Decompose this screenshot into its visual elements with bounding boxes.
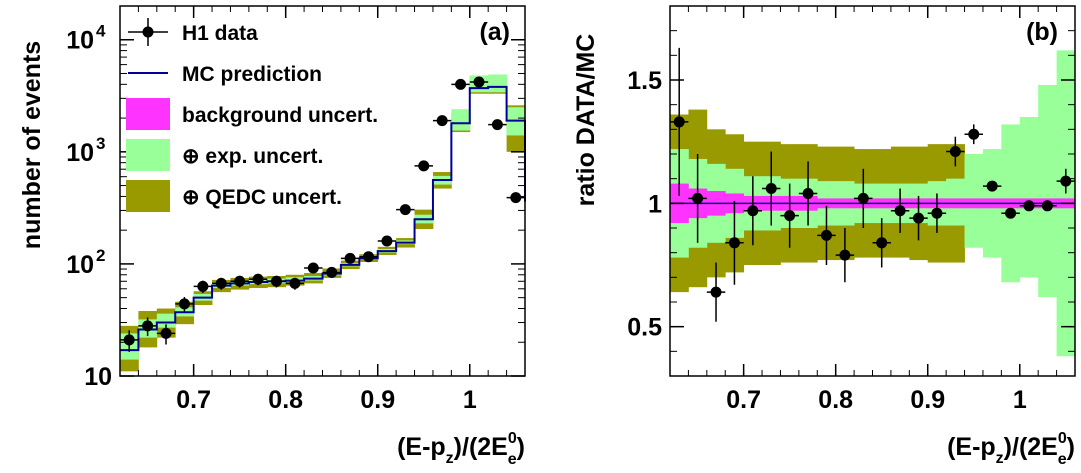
data-point: [1005, 207, 1017, 219]
data-point: [931, 207, 943, 219]
data-point: [1060, 175, 1072, 187]
data-point: [142, 320, 154, 332]
data-point: [326, 266, 338, 278]
x-tick-label: 0.9: [360, 386, 395, 414]
y-tick-label: 1.5: [627, 67, 662, 95]
data-point: [160, 327, 172, 339]
y-tick-label: 1: [648, 190, 662, 218]
data-point: [270, 275, 282, 287]
x-tick-label: 0.8: [818, 386, 853, 414]
data-point: [876, 237, 888, 249]
x-tick-label: 1: [463, 386, 477, 414]
data-point: [839, 249, 851, 261]
data-point: [234, 275, 246, 287]
data-point: [289, 277, 301, 289]
data-point: [1023, 200, 1035, 212]
y-tick-exponent: 2: [96, 246, 105, 265]
legend-label: ⊕ exp. uncert.: [182, 145, 323, 168]
data-point: [399, 204, 411, 216]
legend-entry: background uncert.: [126, 98, 378, 130]
legend-entry: H1 data: [128, 18, 258, 46]
uncertainty-bands: [670, 50, 1076, 357]
legend-box-swatch: [126, 180, 170, 212]
legend-label: MC prediction: [182, 63, 322, 86]
data-point: [913, 212, 925, 224]
x-tick-label: 0.7: [176, 386, 211, 414]
data-point: [455, 78, 467, 90]
data-point: [307, 262, 319, 274]
x-tick-label: 0.7: [726, 386, 761, 414]
data-point: [802, 187, 814, 199]
x-tick-label: 0.9: [910, 386, 945, 414]
y-tick-label: 10: [84, 363, 112, 391]
panel-b: 0.7 0.8 0.9 1 0.5 1 1.5 (b) ratio DATA/MC (E-p…: [572, 5, 1076, 468]
legend-label: H1 data: [182, 22, 258, 45]
data-point: [765, 183, 777, 195]
data-point: [215, 277, 227, 289]
x-axis-title: (E-pz)/(2E0 e): [397, 430, 525, 468]
y-tick-exponent: 3: [96, 134, 105, 153]
data-points: [120, 76, 525, 352]
y-axis-title: ratio DATA/MC: [572, 34, 600, 207]
legend-box-swatch: [126, 98, 170, 130]
data-point: [418, 160, 430, 172]
data-point: [123, 334, 135, 346]
data-point: [986, 180, 998, 192]
data-point: [344, 252, 356, 264]
data-point: [363, 251, 375, 263]
exp-band-bin: [1019, 117, 1039, 278]
y-tick-label: 10: [66, 251, 94, 279]
legend-entry: ⊕ exp. uncert.: [126, 139, 323, 171]
exp-band-bin: [488, 74, 507, 93]
panel-label: (a): [479, 18, 510, 46]
y-tick-label: 0.5: [627, 314, 662, 342]
legend-label: background uncert.: [182, 104, 378, 127]
data-point: [820, 229, 832, 241]
data-point: [692, 192, 704, 204]
exp-band-bin: [451, 109, 471, 131]
data-point: [784, 210, 796, 222]
data-point: [178, 298, 190, 310]
legend-entry: ⊕ QEDC uncert.: [126, 180, 342, 212]
data-point: [197, 280, 209, 292]
exp-band-bin: [1038, 84, 1057, 298]
exp-band-bin: [156, 313, 176, 328]
panel-label: (b): [1026, 18, 1058, 46]
legend: H1 data MC prediction background uncert. ⊕ …: [126, 18, 378, 212]
x-axis-title: (E-pz)/(2E0 e): [947, 430, 1075, 468]
legend-box-swatch: [126, 139, 170, 171]
data-point: [252, 273, 264, 285]
y-tick-exponent: 4: [96, 22, 106, 41]
axes: 0.7 0.8 0.9 1 0.5 1 1.5: [627, 5, 1076, 414]
data-point: [747, 205, 759, 217]
data-point: [894, 205, 906, 217]
x-tick-label: 1: [1013, 386, 1027, 414]
data-points: [670, 47, 1075, 322]
legend-marker-point: [142, 26, 154, 38]
mc-prediction-line: [120, 85, 526, 352]
legend-label: ⊕ QEDC uncert.: [182, 186, 342, 209]
x-tick-label: 0.8: [268, 386, 303, 414]
data-point: [949, 146, 961, 158]
y-tick-label: 10: [66, 139, 94, 167]
data-point: [473, 76, 485, 88]
data-point: [381, 235, 393, 247]
data-point: [673, 116, 685, 128]
data-point: [491, 119, 503, 131]
data-point: [968, 128, 980, 140]
data-point: [436, 115, 448, 127]
legend-entry: MC prediction: [128, 63, 322, 86]
data-point: [710, 286, 722, 298]
y-tick-label: 10: [66, 27, 94, 55]
data-point: [857, 192, 869, 204]
y-axis-title: number of events: [18, 41, 46, 249]
data-point: [728, 237, 740, 249]
mc-histogram: [120, 85, 526, 352]
data-point: [510, 192, 522, 204]
data-point: [1041, 200, 1053, 212]
